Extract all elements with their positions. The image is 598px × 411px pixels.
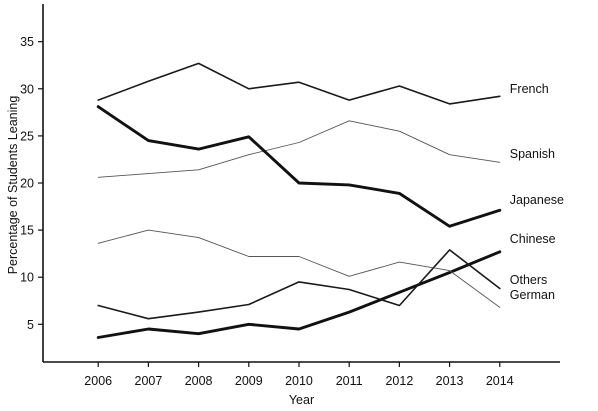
y-tick-label: 10 — [20, 271, 34, 285]
x-axis-title: Year — [289, 393, 314, 407]
y-tick-label: 35 — [20, 35, 34, 49]
series-line-others — [97, 249, 501, 320]
y-axis-title: Percentage of Students Leaning — [6, 96, 20, 275]
series-line-japanese — [96, 105, 502, 228]
x-tick-label: 2010 — [285, 374, 313, 388]
series-label-german: German — [510, 288, 555, 302]
x-tick-label: 2013 — [436, 374, 464, 388]
x-tick-label: 2009 — [235, 374, 263, 388]
series-label-french: French — [510, 82, 549, 96]
series-label-others: Others — [510, 273, 548, 287]
x-tick-label: 2007 — [135, 374, 163, 388]
x-ticks: 2006 2007 2008 2009 2010 2011 2012 2013 2014 — [84, 362, 514, 388]
x-tick-label: 2008 — [185, 374, 213, 388]
x-tick-label: 2012 — [385, 374, 413, 388]
series-line-german — [97, 229, 501, 308]
y-tick-label: 30 — [20, 82, 34, 96]
y-ticks: 5 10 15 20 25 30 35 — [20, 35, 43, 332]
series-line-chinese — [96, 250, 502, 339]
series-label-chinese: Chinese — [510, 232, 556, 246]
series-lines — [96, 62, 502, 339]
x-tick-label: 2014 — [486, 374, 514, 388]
x-tick-label: 2011 — [336, 374, 363, 388]
y-tick-label: 20 — [20, 177, 34, 191]
series-label-japanese: Japanese — [510, 193, 564, 207]
y-tick-label: 15 — [20, 224, 34, 238]
series-line-french — [97, 62, 501, 105]
y-tick-label: 5 — [27, 318, 34, 332]
y-tick-label: 25 — [20, 129, 34, 143]
series-line-spanish — [97, 120, 501, 178]
x-tick-label: 2006 — [84, 374, 112, 388]
series-label-spanish: Spanish — [510, 147, 555, 161]
